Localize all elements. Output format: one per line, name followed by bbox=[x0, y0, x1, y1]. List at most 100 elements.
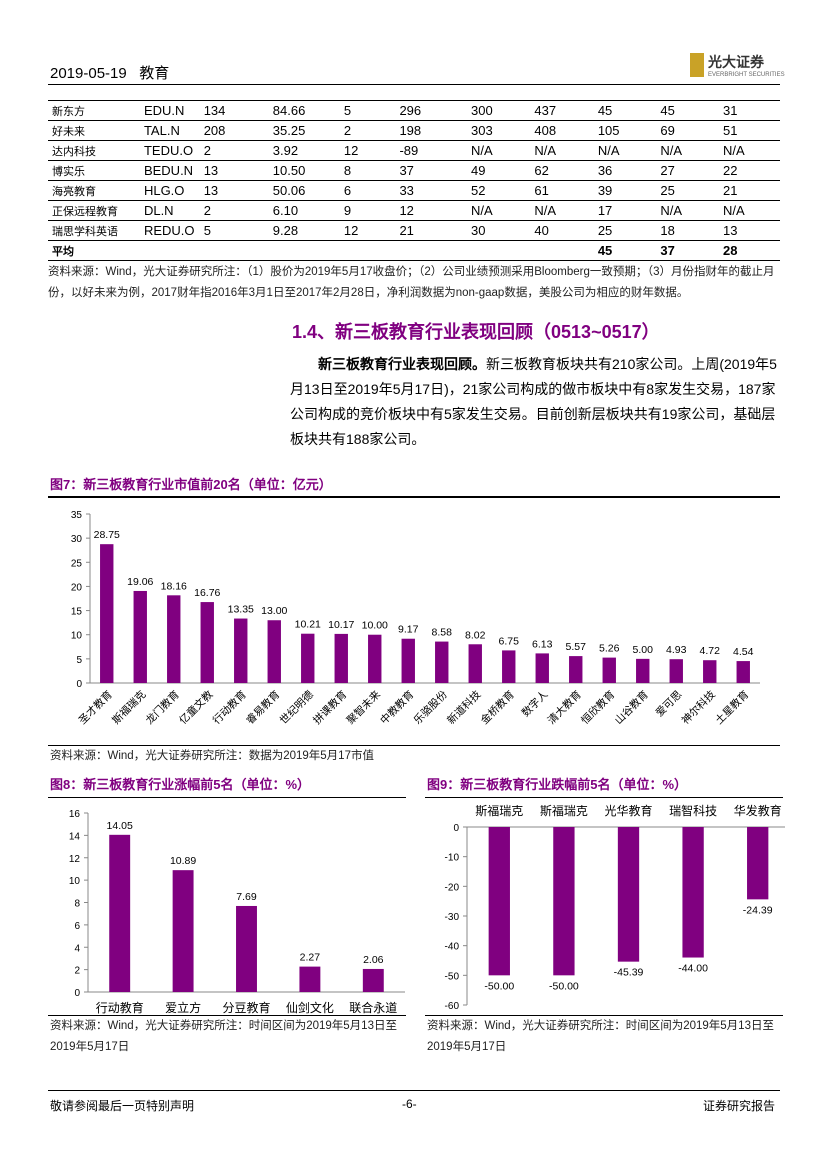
category-label: 斯福瑞克 bbox=[109, 688, 148, 727]
data-label: -45.39 bbox=[614, 967, 644, 979]
table-cell: 33 bbox=[395, 180, 468, 201]
bar bbox=[299, 966, 321, 992]
data-label: 16.76 bbox=[194, 587, 220, 599]
data-label: 2.06 bbox=[363, 954, 384, 966]
table-cell: 37 bbox=[656, 240, 719, 261]
table-cell: 12 bbox=[395, 200, 468, 221]
table-cell: N/A bbox=[656, 140, 719, 161]
table-cell: 61 bbox=[530, 180, 594, 201]
report-sector: 教育 bbox=[139, 65, 170, 82]
data-label: 19.06 bbox=[127, 576, 153, 588]
data-label: 2.27 bbox=[300, 952, 321, 964]
fig8-chart: 0 2 4 6 8 10 12 14 16 14.05 行动教育 10.89 爱立方 7.69 分豆教育 2.… bbox=[69, 809, 405, 1015]
fig9-rule bbox=[425, 797, 783, 798]
table-cell: EDU.N bbox=[139, 101, 200, 121]
table-cell: N/A bbox=[467, 140, 531, 161]
table-cell: 296 bbox=[395, 101, 468, 121]
bar bbox=[234, 618, 248, 683]
table-cell: N/A bbox=[530, 200, 594, 221]
y-tick-label: 2 bbox=[74, 966, 80, 977]
y-tick-label: 8 bbox=[74, 899, 80, 910]
table-cell: 303 bbox=[467, 120, 531, 141]
bar bbox=[435, 641, 449, 683]
category-label: 金桥教育 bbox=[478, 688, 517, 727]
data-label: 28.75 bbox=[94, 529, 120, 541]
data-label: 9.17 bbox=[398, 624, 419, 636]
table-cell: 50.06 bbox=[268, 180, 340, 201]
table-cell: 新东方 bbox=[48, 101, 140, 121]
fig8-bottom-rule bbox=[48, 1015, 406, 1016]
table-cell: 12 bbox=[339, 220, 396, 241]
data-label: 5.57 bbox=[566, 641, 587, 653]
bar bbox=[301, 633, 315, 683]
table-cell: 198 bbox=[395, 120, 468, 141]
table-cell: 25 bbox=[656, 180, 719, 201]
table-cell: 49 bbox=[467, 160, 531, 181]
table-cell: 39 bbox=[593, 180, 657, 201]
table-cell: 45 bbox=[593, 240, 657, 261]
para-body: 新三板教育板块共有210家公司。上周(2019年5月13日至2019年5月17日… bbox=[290, 356, 777, 447]
data-label: 6.75 bbox=[499, 635, 520, 647]
category-label: 华发教育 bbox=[734, 803, 782, 818]
data-label: 13.00 bbox=[261, 605, 287, 617]
table-cell bbox=[199, 240, 269, 261]
table-row: 海亮教育 HLG.O 13 50.06 6 33 52 61 39 25 21 bbox=[48, 180, 780, 201]
y-tick-label: -30 bbox=[445, 912, 460, 923]
logo-text: 光大证券 bbox=[708, 54, 764, 70]
table-cell: 22 bbox=[718, 160, 780, 181]
y-tick-label: -60 bbox=[445, 1001, 460, 1012]
table-cell: BEDU.N bbox=[139, 160, 200, 181]
table-cell: 21 bbox=[395, 220, 468, 241]
data-label: 14.05 bbox=[107, 820, 133, 832]
bar bbox=[362, 968, 384, 992]
data-label: 8.02 bbox=[465, 629, 486, 641]
table-cell: N/A bbox=[593, 140, 657, 161]
bar bbox=[703, 660, 717, 683]
category-label: 瑞智科技 bbox=[669, 803, 717, 818]
data-label: -24.39 bbox=[743, 904, 773, 916]
data-label: 4.93 bbox=[666, 644, 687, 656]
category-label: 仙剑文化 bbox=[286, 1000, 334, 1015]
bar bbox=[200, 602, 214, 683]
table-cell: 437 bbox=[530, 101, 594, 121]
table-cell: 海亮教育 bbox=[48, 180, 140, 201]
header-divider bbox=[48, 84, 780, 85]
table-cell: 69 bbox=[656, 120, 719, 141]
bar bbox=[736, 661, 750, 683]
table-cell: -89 bbox=[395, 140, 468, 161]
data-label: 10.21 bbox=[295, 619, 321, 631]
section-paragraph: 新三板教育行业表现回顾。新三板教育板块共有210家公司。上周(2019年5月13… bbox=[290, 352, 782, 452]
bar bbox=[569, 656, 583, 683]
footer-rule bbox=[48, 1090, 780, 1091]
table-cell: 9.28 bbox=[268, 220, 340, 241]
table-cell: 30 bbox=[467, 220, 531, 241]
table-row: 达内科技 TEDU.O 2 3.92 12 -89 N/A N/A N/A N/A N/A bbox=[48, 140, 780, 161]
bar bbox=[368, 634, 382, 683]
fig7-title: 图7：新三板教育行业市值前20名（单位：亿元） bbox=[50, 477, 332, 492]
y-tick-label: 30 bbox=[71, 534, 83, 545]
category-label: 龙门教育 bbox=[143, 688, 182, 727]
fig7-rule bbox=[48, 496, 780, 498]
table-cell: 13 bbox=[199, 180, 269, 201]
table-cell: 105 bbox=[593, 120, 657, 141]
table-cell: 28 bbox=[718, 240, 780, 261]
bar bbox=[636, 658, 650, 683]
table-cell: 2 bbox=[339, 120, 396, 141]
table-cell: N/A bbox=[656, 200, 719, 221]
table-cell: 52 bbox=[467, 180, 531, 201]
table-cell: 平均 bbox=[48, 240, 140, 261]
data-label: 10.89 bbox=[170, 855, 196, 867]
table-cell: 25 bbox=[593, 220, 657, 241]
table-cell: 达内科技 bbox=[48, 140, 140, 161]
table-cell: 62 bbox=[530, 160, 594, 181]
category-label: 恒欣教育 bbox=[578, 688, 617, 727]
footer-report-type: 证券研究报告 bbox=[703, 1099, 776, 1113]
y-tick-label: 4 bbox=[74, 943, 80, 954]
category-label: 清大教育 bbox=[545, 688, 584, 727]
category-label: 光华教育 bbox=[604, 803, 652, 818]
table-cell: 12 bbox=[339, 140, 396, 161]
bar bbox=[334, 633, 348, 683]
table-row: 新东方 EDU.N 134 84.66 5 296 300 437 45 45 31 bbox=[48, 101, 780, 121]
table-cell: 21 bbox=[718, 180, 780, 201]
